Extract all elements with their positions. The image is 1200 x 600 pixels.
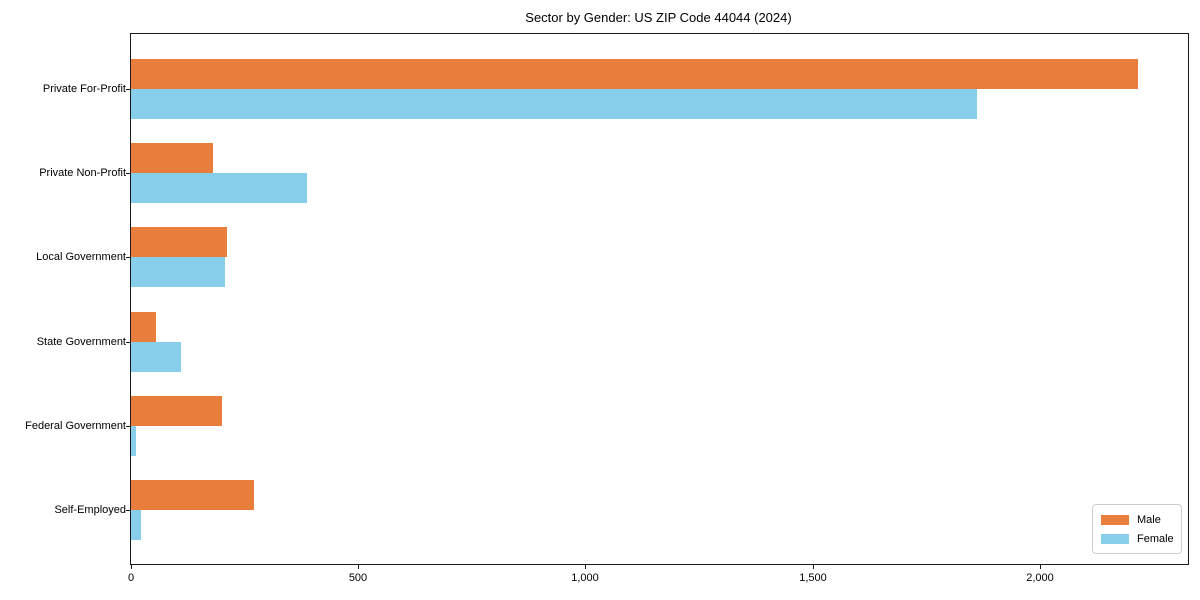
- y-tick-mark: [126, 342, 130, 343]
- y-tick-label: Federal Government: [25, 420, 126, 432]
- x-tick-mark: [358, 565, 359, 569]
- x-tick-mark: [1040, 565, 1041, 569]
- bar-female-5: [131, 510, 141, 540]
- legend-item-female: Female: [1101, 531, 1174, 546]
- y-tick-mark: [126, 426, 130, 427]
- legend-label-male: Male: [1137, 513, 1161, 526]
- bar-male-3: [131, 311, 156, 342]
- y-tick-label: Self-Employed: [54, 504, 126, 516]
- bar-male-2: [131, 227, 227, 258]
- chart-title: Sector by Gender: US ZIP Code 44044 (202…: [525, 10, 792, 25]
- y-tick-mark: [126, 257, 130, 258]
- legend-item-male: Male: [1101, 512, 1173, 527]
- x-tick-mark: [131, 565, 132, 569]
- y-tick-mark: [126, 510, 130, 511]
- y-tick-label: Private Non-Profit: [39, 167, 126, 179]
- bar-male-4: [131, 395, 222, 426]
- y-tick-mark: [126, 89, 130, 90]
- bar-male-0: [131, 59, 1138, 89]
- x-tick-mark: [813, 565, 814, 569]
- x-tick-label: 1,000: [571, 572, 599, 584]
- bar-male-5: [131, 480, 254, 510]
- bar-female-1: [131, 173, 307, 204]
- x-tick-label: 0: [127, 572, 135, 584]
- female-swatch-icon: [1101, 533, 1129, 544]
- y-tick-mark: [126, 173, 130, 174]
- plot-area: Private For-Profit Private Non-Profit Loca…: [25, 33, 1189, 584]
- legend: Male Female: [1092, 504, 1182, 554]
- bar-female-0: [131, 89, 977, 119]
- x-tick-label: 1,500: [799, 572, 827, 584]
- x-tick-label: 2,000: [1026, 572, 1054, 584]
- x-tick-label: 500: [348, 572, 368, 584]
- y-tick-label: Local Government: [36, 251, 126, 263]
- bar-male-1: [131, 143, 213, 174]
- bar-female-2: [131, 257, 225, 288]
- bar-female-3: [131, 341, 181, 372]
- legend-label-female: Female: [1137, 532, 1174, 545]
- y-tick-label: Private For-Profit: [42, 83, 126, 95]
- y-tick-label: State Government: [36, 336, 126, 348]
- male-swatch-icon: [1101, 514, 1129, 525]
- bar-female-4: [131, 425, 136, 456]
- x-tick-mark: [585, 565, 586, 569]
